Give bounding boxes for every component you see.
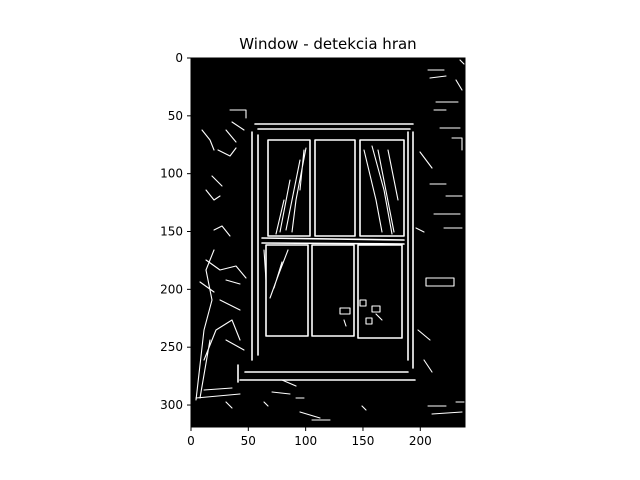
transom-edge (261, 237, 405, 245)
x-tick-label: 100 (294, 434, 317, 448)
lower-pane-right-edge (357, 244, 403, 339)
x-tick-label: 0 (187, 434, 195, 448)
y-tick-label: 150 (160, 225, 183, 239)
y-tick-label: 250 (160, 340, 183, 354)
y-tick-label: 50 (168, 109, 183, 123)
y-tick-label: 0 (175, 51, 183, 65)
outer-frame-edge (237, 123, 416, 383)
y-tick-label: 300 (160, 398, 183, 412)
edge-lines (195, 59, 465, 421)
curtain-right-edge (363, 145, 399, 235)
bottom-edges (195, 379, 367, 421)
lower-pane-middle-edge (311, 244, 355, 337)
lower-pane-left-edge (265, 244, 309, 337)
right-wall-edges (415, 59, 465, 415)
y-tick-label: 200 (160, 282, 183, 296)
left-wall-edges (195, 109, 247, 401)
x-tick-label: 200 (409, 434, 432, 448)
x-tick-label: 150 (352, 434, 375, 448)
y-tick-label: 100 (160, 167, 183, 181)
plot-frame (190, 57, 466, 428)
x-axis: 0 50 100 150 200 (187, 427, 432, 448)
curtain-left-edge (275, 147, 307, 235)
upper-pane-middle-edge (314, 139, 356, 237)
upper-pane-left-edge (267, 139, 311, 237)
sill-objects-edge (339, 299, 383, 327)
upper-pane-right-edge (359, 139, 405, 237)
lower-curtain-edge (263, 249, 289, 299)
edge-image (191, 58, 465, 427)
y-axis: 0 50 100 150 200 250 300 (160, 51, 191, 412)
chart-title: Window - detekcia hran (239, 35, 416, 53)
plot-area (190, 57, 466, 428)
x-tick-label: 50 (241, 434, 256, 448)
